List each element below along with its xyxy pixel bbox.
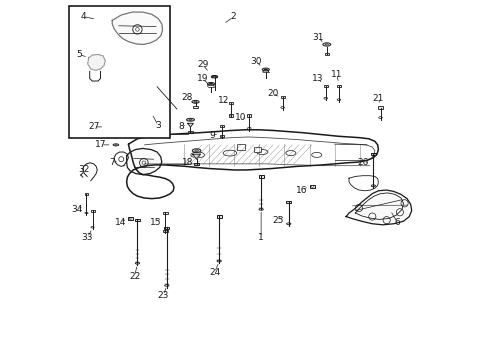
Text: 33: 33: [81, 233, 93, 242]
Bar: [310, 185, 315, 188]
Circle shape: [312, 186, 313, 187]
Text: 6: 6: [394, 218, 400, 227]
Text: 14: 14: [115, 218, 126, 227]
Bar: [325, 53, 329, 55]
Polygon shape: [346, 190, 412, 225]
Ellipse shape: [191, 152, 204, 158]
Polygon shape: [112, 12, 163, 44]
Bar: [165, 227, 169, 229]
Bar: [323, 85, 328, 87]
Text: 32: 32: [78, 166, 89, 175]
Bar: [220, 135, 224, 137]
Bar: [194, 163, 199, 165]
Text: 26: 26: [358, 158, 369, 167]
Bar: [188, 131, 193, 133]
Bar: [337, 85, 341, 87]
Text: 22: 22: [129, 271, 140, 280]
Ellipse shape: [323, 43, 331, 46]
Ellipse shape: [286, 150, 296, 156]
Bar: [135, 219, 140, 221]
Text: 10: 10: [235, 113, 246, 122]
Text: 25: 25: [272, 216, 284, 225]
Ellipse shape: [207, 82, 215, 85]
Circle shape: [165, 230, 166, 231]
Ellipse shape: [192, 149, 201, 152]
Polygon shape: [126, 148, 162, 175]
Text: 28: 28: [181, 93, 193, 102]
Text: 11: 11: [331, 70, 342, 79]
Ellipse shape: [192, 100, 199, 103]
Bar: [163, 212, 168, 214]
Text: 5: 5: [76, 50, 82, 59]
Polygon shape: [88, 54, 105, 70]
Text: 19: 19: [197, 75, 208, 84]
Text: 17: 17: [95, 140, 107, 149]
Text: 31: 31: [313, 33, 324, 42]
Ellipse shape: [223, 150, 237, 156]
Ellipse shape: [113, 144, 119, 146]
Bar: [378, 107, 383, 109]
Text: 27: 27: [88, 122, 99, 131]
Circle shape: [221, 136, 222, 137]
Bar: [287, 201, 291, 203]
Ellipse shape: [262, 68, 270, 71]
Bar: [238, 144, 245, 150]
Ellipse shape: [187, 118, 195, 121]
Polygon shape: [193, 154, 200, 159]
Bar: [91, 210, 95, 212]
Text: 9: 9: [210, 131, 216, 140]
Bar: [217, 215, 221, 218]
Ellipse shape: [256, 149, 268, 154]
Text: 8: 8: [178, 122, 184, 131]
Polygon shape: [188, 123, 194, 127]
Bar: [280, 96, 285, 98]
Bar: [220, 125, 224, 127]
Ellipse shape: [211, 76, 218, 78]
Bar: [228, 114, 233, 117]
Text: 18: 18: [182, 158, 194, 167]
Text: 13: 13: [312, 75, 323, 84]
Ellipse shape: [105, 126, 111, 128]
Text: 29: 29: [197, 60, 208, 69]
Text: 15: 15: [150, 218, 162, 227]
Text: 3: 3: [155, 121, 161, 130]
Bar: [228, 102, 233, 104]
Text: 12: 12: [218, 96, 229, 105]
Circle shape: [230, 115, 231, 116]
Bar: [69, 6, 170, 138]
Bar: [127, 217, 133, 220]
Text: 24: 24: [209, 268, 220, 277]
Text: 4: 4: [80, 12, 86, 21]
Circle shape: [129, 218, 131, 220]
Ellipse shape: [312, 152, 322, 157]
Bar: [247, 114, 251, 117]
Text: 2: 2: [231, 12, 236, 21]
Text: 20: 20: [267, 89, 279, 98]
Bar: [84, 193, 89, 195]
Text: 7: 7: [109, 158, 115, 167]
Text: 34: 34: [72, 205, 83, 214]
Text: 23: 23: [158, 291, 169, 300]
Bar: [163, 230, 168, 232]
Bar: [259, 175, 264, 178]
Text: 30: 30: [250, 57, 262, 66]
Bar: [194, 106, 197, 108]
Bar: [254, 147, 261, 152]
Text: 21: 21: [372, 94, 383, 103]
Text: 1: 1: [258, 233, 264, 242]
Text: 16: 16: [296, 185, 307, 194]
Bar: [371, 153, 376, 156]
